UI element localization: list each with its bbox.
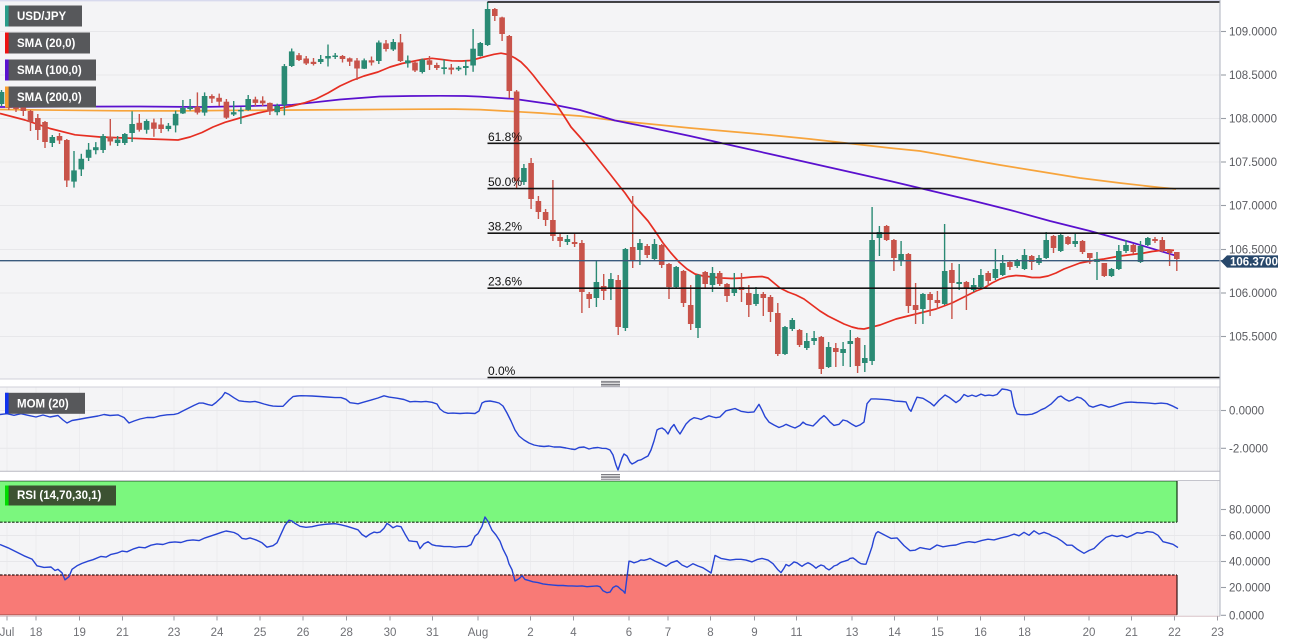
svg-text:50.0%: 50.0% [488,175,522,189]
svg-text:8: 8 [707,627,713,639]
svg-text:23: 23 [1211,627,1224,639]
svg-text:MOM (20): MOM (20) [17,398,69,410]
svg-text:18: 18 [1018,627,1031,639]
svg-text:Aug: Aug [468,627,488,639]
svg-text:105.5000: 105.5000 [1229,332,1277,344]
svg-text:61.8%: 61.8% [488,130,522,144]
svg-text:21: 21 [1125,627,1138,639]
svg-text:106.3700: 106.3700 [1230,257,1278,269]
svg-text:SMA (200,0): SMA (200,0) [17,92,82,104]
svg-text:SMA (100,0): SMA (100,0) [17,65,82,77]
svg-text:60.0000: 60.0000 [1229,531,1271,543]
svg-text:4: 4 [570,627,577,639]
svg-text:30: 30 [384,627,397,639]
svg-text:80.0000: 80.0000 [1229,505,1271,517]
svg-text:15: 15 [931,627,944,639]
svg-text:24: 24 [211,627,224,639]
svg-text:13: 13 [846,627,859,639]
svg-text:38.2%: 38.2% [488,220,522,234]
svg-text:40.0000: 40.0000 [1229,557,1271,569]
svg-text:26: 26 [297,627,310,639]
svg-text:16: 16 [974,627,987,639]
svg-text:21: 21 [116,627,129,639]
svg-text:0.0000: 0.0000 [1229,406,1264,418]
svg-text:SMA (20,0): SMA (20,0) [17,38,76,50]
svg-text:28: 28 [340,627,353,639]
svg-text:23.6%: 23.6% [488,275,522,289]
svg-text:108.0000: 108.0000 [1229,114,1277,126]
svg-text:107.0000: 107.0000 [1229,201,1277,213]
svg-text:19: 19 [73,627,86,639]
svg-text:9: 9 [751,627,757,639]
svg-text:109.0000: 109.0000 [1229,27,1277,39]
svg-text:106.5000: 106.5000 [1229,245,1277,257]
svg-text:18: 18 [30,627,43,639]
svg-text:107.5000: 107.5000 [1229,157,1277,169]
svg-text:6: 6 [626,627,632,639]
svg-text:USD/JPY: USD/JPY [17,11,67,23]
svg-text:0.0%: 0.0% [488,364,516,378]
svg-text:20: 20 [1083,627,1096,639]
svg-text:108.5000: 108.5000 [1229,70,1277,82]
svg-text:22: 22 [1168,627,1181,639]
svg-text:2: 2 [527,627,533,639]
svg-text:106.0000: 106.0000 [1229,288,1277,300]
svg-text:31: 31 [426,627,439,639]
svg-text:11: 11 [791,627,803,639]
svg-text:20.0000: 20.0000 [1229,583,1271,595]
svg-text:14: 14 [888,627,901,639]
svg-text:25: 25 [254,627,267,639]
svg-text:7: 7 [665,627,671,639]
svg-text:RSI (14,70,30,1): RSI (14,70,30,1) [17,490,102,502]
svg-text:0.0000: 0.0000 [1229,610,1264,622]
svg-text:23: 23 [168,627,181,639]
svg-text:-2.0000: -2.0000 [1229,443,1268,455]
svg-text:Jul: Jul [0,627,14,639]
